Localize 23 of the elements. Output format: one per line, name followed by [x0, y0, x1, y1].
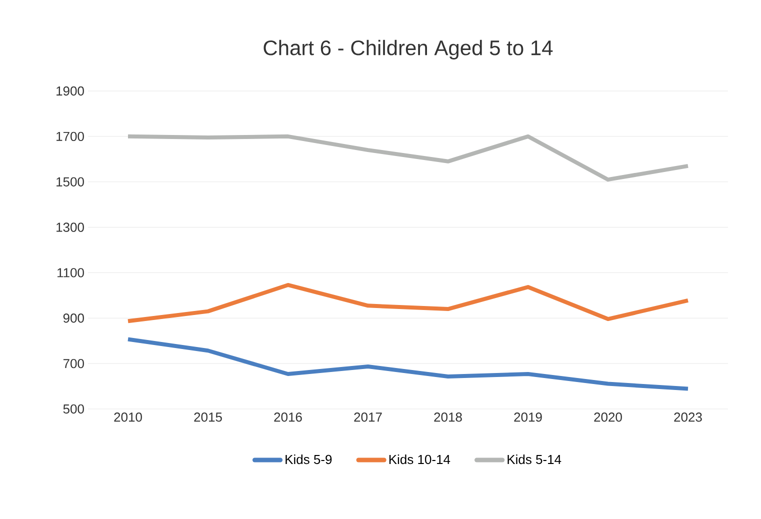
line-series: [126, 337, 690, 391]
y-tick-label: 1300: [56, 222, 84, 232]
y-tick-label: 1500: [56, 177, 84, 186]
y-tick-label: 500: [63, 404, 84, 414]
x-tick-label: 2016: [274, 412, 302, 422]
y-tick-label: 700: [63, 358, 84, 368]
x-tick-label: 2019: [514, 412, 542, 422]
y-tick-label: 1100: [58, 268, 84, 278]
chart-title: Chart 6 - Children Aged 5 to 14: [264, 40, 553, 60]
legend-label: Kids 5-14: [508, 454, 562, 464]
x-tick-label: 2023: [674, 412, 702, 422]
legend-label: Kids 10-14: [389, 454, 450, 464]
x-tick-label: 2010: [114, 412, 142, 422]
x-tick-label: 2017: [354, 412, 382, 422]
y-tick-label: 1700: [56, 132, 84, 142]
x-tick-label: 2015: [194, 412, 222, 422]
legend-label: Kids 5-9: [286, 454, 332, 464]
x-tick-label: 2020: [594, 412, 622, 422]
line-series: [126, 282, 690, 324]
x-tick-label: 2018: [434, 412, 462, 422]
y-tick-label: 1900: [56, 86, 84, 96]
line-series: [126, 134, 690, 182]
y-tick-label: 900: [63, 314, 84, 323]
